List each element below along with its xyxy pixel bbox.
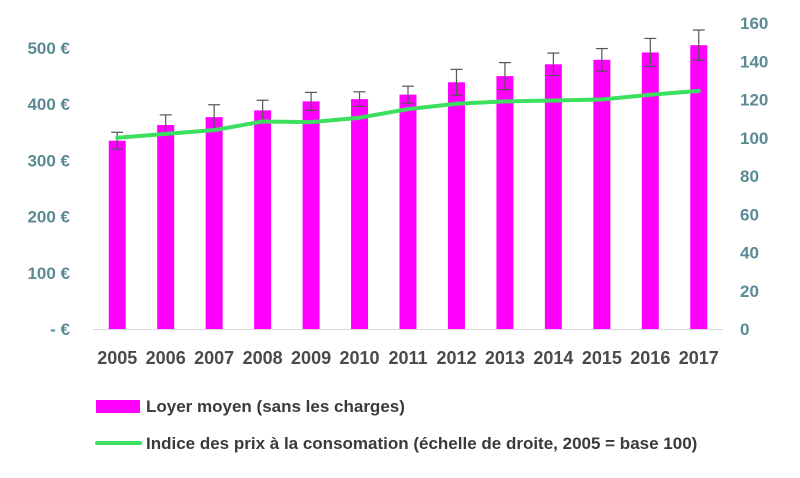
right-tick-label: 120	[740, 91, 768, 110]
right-tick-label: 160	[740, 14, 768, 33]
x-tick-label: 2006	[146, 348, 186, 368]
legend-label-rent: Loyer moyen (sans les charges)	[146, 397, 405, 416]
x-tick-label: 2016	[630, 348, 670, 368]
rent-bar	[544, 64, 562, 329]
legend-swatch-rent	[96, 400, 140, 413]
x-tick-label: 2007	[194, 348, 234, 368]
right-tick-label: 40	[740, 244, 759, 263]
x-axis-ticks: 2005 2006 2007 2008 2009 2010 2011 2012 2013 2014…	[97, 348, 719, 368]
rent-bar	[447, 82, 465, 329]
left-tick-label: 500 €	[27, 39, 70, 58]
x-tick-label: 2010	[340, 348, 380, 368]
rent-bar	[351, 99, 369, 329]
rent-bar	[254, 110, 272, 329]
x-tick-label: 2014	[533, 348, 573, 368]
x-tick-label: 2011	[388, 348, 427, 368]
rent-bar	[108, 140, 126, 329]
left-tick-label: 400 €	[27, 95, 70, 114]
rent-bar	[205, 117, 223, 329]
left-tick-label: 100 €	[27, 264, 70, 283]
rent-bar	[157, 124, 175, 329]
x-tick-label: 2008	[243, 348, 283, 368]
x-tick-label: 2015	[582, 348, 622, 368]
rent-bar	[641, 52, 659, 329]
left-tick-label: 300 €	[27, 151, 70, 170]
left-tick-label: 200 €	[27, 208, 70, 227]
legend-label-cpi: Indice des prix à la consomation (échell…	[146, 434, 697, 453]
cpi-line	[115, 88, 701, 140]
right-tick-label: 0	[740, 320, 749, 339]
left-tick-label: - €	[50, 320, 70, 339]
right-tick-label: 60	[740, 205, 759, 224]
x-tick-label: 2013	[485, 348, 525, 368]
x-tick-label: 2005	[97, 348, 137, 368]
rent-bar	[399, 94, 417, 330]
error-bars	[111, 29, 705, 150]
x-tick-label: 2009	[291, 348, 331, 368]
x-tick-label: 2012	[436, 348, 476, 368]
right-axis-ticks: 0 20 40 60 80 100 120 140 160	[740, 14, 768, 339]
bar-series	[108, 45, 708, 330]
right-tick-label: 20	[740, 282, 759, 301]
right-tick-label: 80	[740, 167, 759, 186]
rent-bar	[690, 45, 708, 329]
right-tick-label: 140	[740, 52, 768, 71]
left-axis-ticks: - € 100 € 200 € 300 € 400 € 500 €	[27, 39, 70, 339]
x-tick-label: 2017	[679, 348, 719, 368]
legend: Loyer moyen (sans les charges) Indice de…	[95, 397, 697, 453]
right-tick-label: 100	[740, 129, 768, 148]
rent-bar	[593, 59, 611, 329]
rent-bar	[302, 101, 320, 329]
rent-bar	[496, 76, 514, 329]
